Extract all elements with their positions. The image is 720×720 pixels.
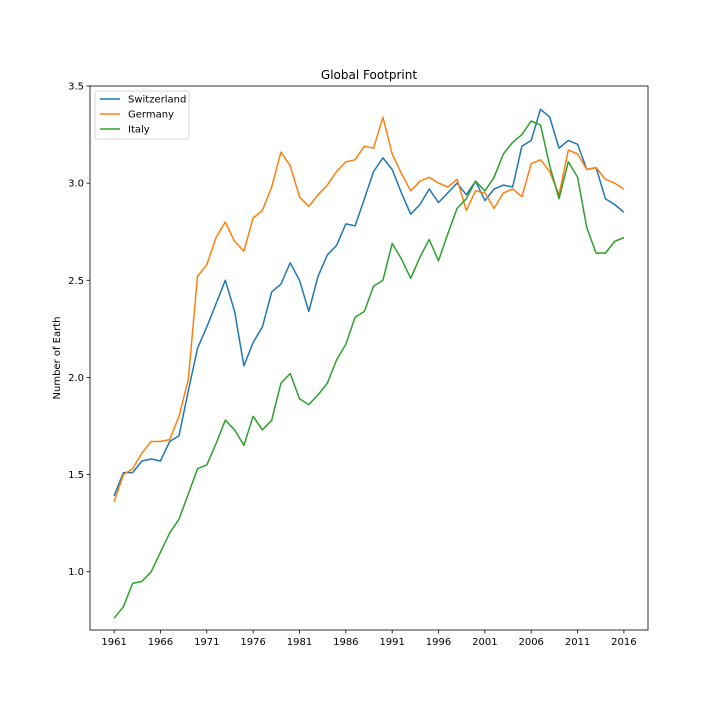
series-line-italy [113, 120, 625, 619]
y-tick-label: 1.5 [68, 470, 84, 481]
y-axis-label: Number of Earth [52, 317, 63, 400]
chart-title: Global Footprint [321, 68, 417, 82]
y-tick-label: 1.0 [68, 567, 84, 578]
x-tick-label: 1991 [379, 637, 404, 648]
x-tick-label: 2016 [611, 637, 636, 648]
y-tick-label: 3.0 [68, 179, 84, 190]
series-line-germany [113, 116, 625, 503]
series-line-switzerland [113, 108, 625, 497]
legend-label-italy: Italy [128, 125, 150, 136]
y-tick-label: 2.0 [68, 373, 84, 384]
x-tick-label: 1966 [148, 637, 173, 648]
legend-label-switzerland: Switzerland [128, 95, 186, 106]
x-tick-label: 2011 [565, 637, 590, 648]
y-tick-label: 3.5 [68, 82, 84, 93]
x-tick-label: 2001 [472, 637, 497, 648]
x-tick-label: 1996 [426, 637, 451, 648]
x-tick-label: 1971 [194, 637, 219, 648]
axes-frame [89, 85, 649, 631]
y-tick-label: 2.5 [68, 276, 84, 287]
legend-box [94, 90, 190, 140]
x-tick-label: 2006 [518, 637, 543, 648]
x-tick-label: 1976 [240, 637, 265, 648]
x-tick-label: 1961 [101, 637, 126, 648]
legend: Switzerland Germany Italy [94, 90, 190, 140]
x-tick-label: 1981 [287, 637, 312, 648]
legend-label-germany: Germany [128, 110, 174, 121]
plot-area: 1961 1966 1971 1976 1981 1986 1991 1996 2001 2006… [68, 82, 649, 648]
x-tick-label: 1986 [333, 637, 358, 648]
